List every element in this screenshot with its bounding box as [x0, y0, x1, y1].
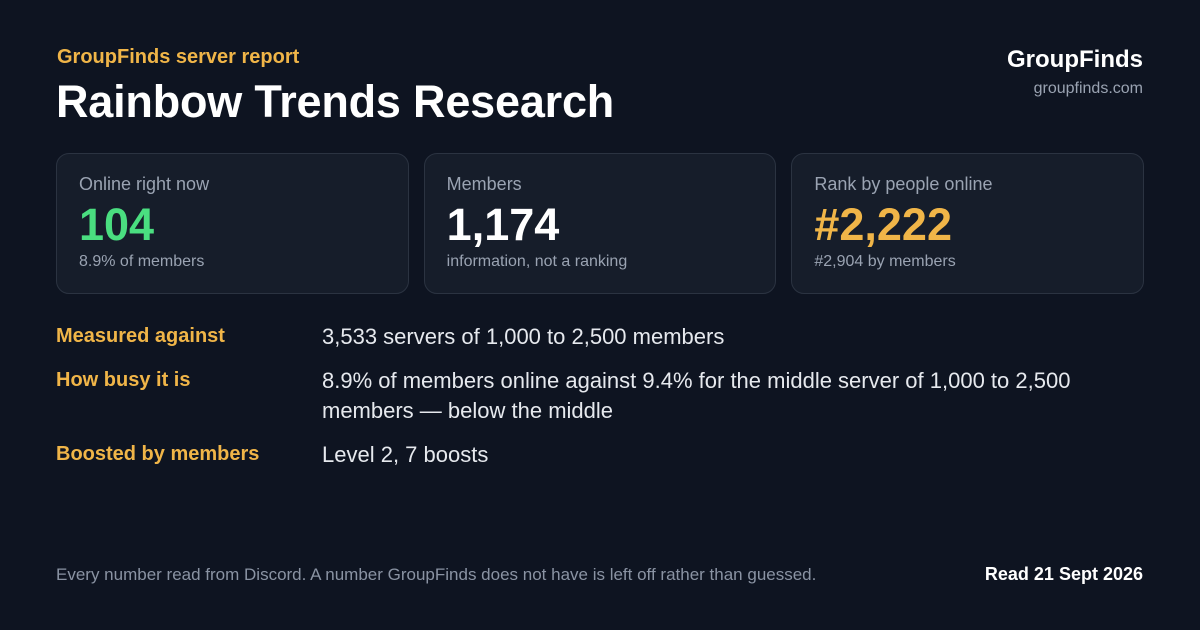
- detail-value: 8.9% of members online against 9.4% for …: [322, 368, 1071, 423]
- read-date: Read 21 Sept 2026: [984, 564, 1143, 584]
- detail-label: How busy it is: [56, 369, 191, 391]
- stat-value: 104: [79, 199, 155, 250]
- stat-card-members: Members 1,174 information, not a ranking: [423, 153, 777, 294]
- detail-row-measured: Measured against 3,533 servers of 1,000 …: [56, 322, 1144, 352]
- detail-row-busy: How busy it is 8.9% of members online ag…: [56, 366, 1144, 426]
- footer-note: Every number read from Discord. A number…: [56, 565, 817, 584]
- detail-value: 3,533 servers of 1,000 to 2,500 members: [322, 324, 725, 349]
- stat-subtext: 8.9% of members: [79, 253, 205, 270]
- detail-value: Level 2, 7 boosts: [322, 442, 489, 467]
- report-kicker: GroupFinds server report: [57, 46, 300, 68]
- stat-value: #2,222: [814, 199, 952, 250]
- detail-list: Measured against 3,533 servers of 1,000 …: [56, 322, 1144, 484]
- brand-name: GroupFinds: [1007, 46, 1143, 73]
- detail-row-boosts: Boosted by members Level 2, 7 boosts: [56, 440, 1144, 470]
- stat-value: 1,174: [446, 199, 560, 250]
- brand-url: groupfinds.com: [1033, 80, 1143, 97]
- detail-label: Boosted by members: [56, 443, 260, 465]
- stat-card-online: Online right now 104 8.9% of members: [56, 153, 409, 294]
- stat-subtext: #2,904 by members: [814, 253, 956, 270]
- stat-label: Online right now: [79, 174, 210, 194]
- stat-card-rank: Rank by people online #2,222 #2,904 by m…: [791, 153, 1145, 294]
- detail-label: Measured against: [56, 325, 225, 347]
- stat-subtext: information, not a ranking: [446, 253, 628, 270]
- stat-label: Rank by people online: [814, 174, 993, 194]
- page-title: Rainbow Trends Research: [56, 76, 615, 127]
- stat-label: Members: [446, 174, 522, 194]
- brand-block: GroupFinds groupfinds.com: [1007, 46, 1143, 98]
- stats-cards: Online right now 104 8.9% of members Mem…: [56, 153, 1145, 294]
